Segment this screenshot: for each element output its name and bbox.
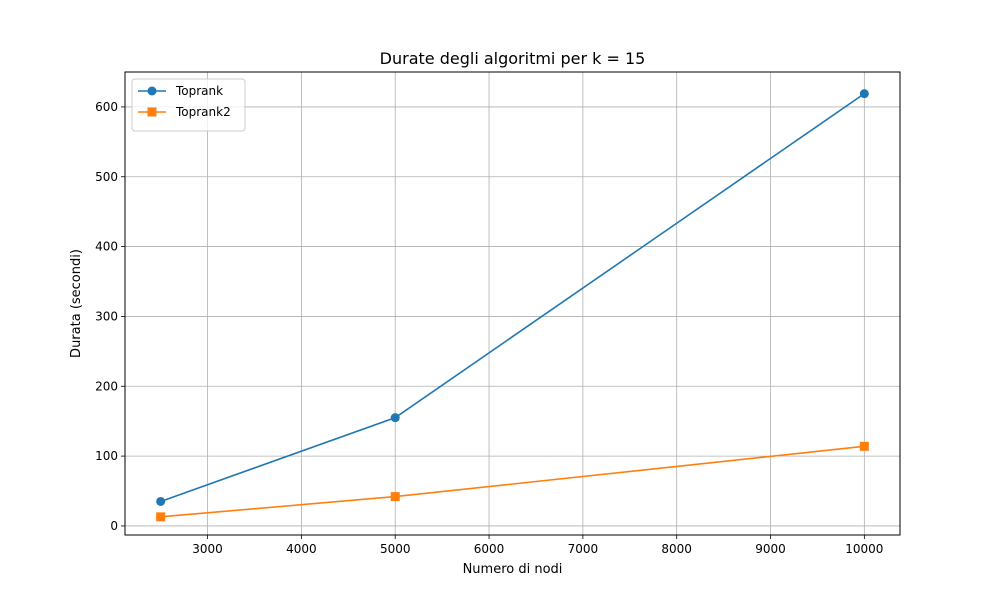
y-tick-label: 400 [95, 240, 118, 254]
data-point-toprank2 [859, 441, 869, 451]
y-tick-label: 600 [95, 100, 118, 114]
series-toprank [156, 89, 869, 506]
ticks: 3000 4000 5000 6000 7000 8000 9000 10000 0 100 200… [95, 100, 883, 556]
y-tick-label: 300 [95, 309, 118, 323]
y-tick-label: 500 [95, 170, 118, 184]
legend-marker-toprank2 [147, 107, 157, 117]
x-axis-label: Numero di nodi [463, 562, 563, 577]
y-tick-label: 200 [95, 379, 118, 393]
legend-item-toprank: Toprank [138, 84, 223, 98]
x-tick-label: 5000 [380, 542, 411, 556]
series-layer [156, 89, 869, 522]
chart-title: Durate degli algoritmi per k = 15 [380, 49, 646, 68]
x-tick-label: 6000 [474, 542, 505, 556]
legend-label-toprank2: Toprank2 [175, 105, 231, 119]
x-tick-label: 8000 [661, 542, 692, 556]
data-point-toprank [156, 496, 166, 506]
x-tick-label: 10000 [845, 542, 883, 556]
series-toprank2 [156, 441, 869, 522]
legend: Toprank Toprank2 [131, 78, 246, 132]
y-axis-label: Durata (secondi) [69, 249, 84, 358]
y-tick-label: 0 [110, 519, 118, 533]
legend-box [131, 78, 246, 132]
data-point-toprank [390, 413, 400, 423]
data-point-toprank [859, 89, 869, 99]
y-tick-label: 100 [95, 449, 118, 463]
x-tick-label: 9000 [755, 542, 786, 556]
data-point-toprank2 [390, 492, 400, 502]
x-tick-label: 4000 [286, 542, 317, 556]
plot-frame [124, 71, 901, 536]
legend-label-toprank: Toprank [175, 84, 223, 98]
legend-item-toprank2: Toprank2 [138, 105, 231, 119]
x-tick-label: 3000 [192, 542, 223, 556]
legend-marker-toprank [147, 86, 157, 96]
data-point-toprank2 [156, 512, 166, 522]
x-tick-label: 7000 [568, 542, 599, 556]
